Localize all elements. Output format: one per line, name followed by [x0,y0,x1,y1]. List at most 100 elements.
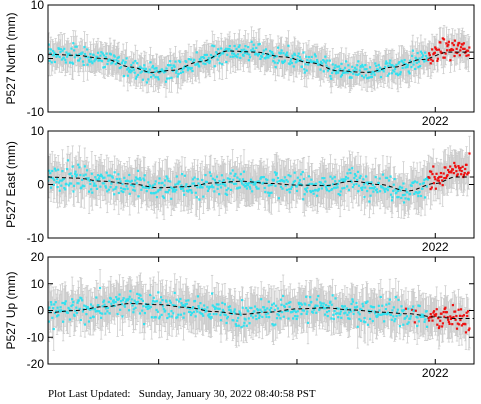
data-point [374,62,377,65]
data-point [82,63,85,66]
data-point [441,37,444,40]
data-point [396,74,400,77]
data-point [187,186,190,189]
data-point [372,71,376,74]
data-point [117,173,120,176]
data-point [343,71,346,74]
data-point [356,73,359,76]
data-point [331,187,334,191]
data-point [425,185,428,188]
data-point [96,174,100,177]
data-point [335,72,338,75]
data-point [216,58,219,61]
y-tick-label: 10 [31,0,45,12]
data-point [81,60,85,63]
data-point [137,195,140,198]
data-point [383,188,386,191]
data-point [86,178,89,181]
data-point [467,171,470,174]
data-point [153,70,157,73]
data-point [394,188,397,191]
data-point [259,177,262,180]
data-point [361,63,364,67]
data-point [462,47,465,50]
data-point [337,192,340,196]
data-point [350,180,353,184]
data-point [190,191,193,194]
data-point [284,184,287,187]
data-point [344,71,347,74]
data-point [275,172,278,175]
data-point [382,70,385,73]
y-tick-label: 0 [37,178,44,192]
data-points [48,37,471,84]
data-point [170,76,173,79]
data-point [102,176,105,180]
data-point [441,184,444,187]
data-point [170,197,173,200]
data-point [74,45,77,48]
data-point [125,185,128,188]
data-point [232,52,236,55]
data-point [116,56,119,59]
data-point [264,190,267,194]
data-point [82,174,85,177]
data-point [200,59,203,62]
data-point [404,63,408,66]
data-point [62,56,65,59]
data-point [253,49,256,53]
data-point [435,48,438,51]
data-point [176,75,179,78]
data-point [112,58,115,62]
data-point [437,48,441,51]
data-point [162,71,166,74]
data-point [352,72,355,75]
data-point [113,193,116,196]
data-point [248,185,251,188]
data-point [384,176,387,179]
data-point [210,185,213,188]
data-point [75,173,78,176]
data-point [406,65,409,69]
data-point [458,54,461,57]
data-point [199,186,203,189]
data-point [219,183,222,186]
data-point [79,57,82,60]
data-point [58,181,61,184]
data-point [402,61,405,64]
north-panel: 10 0 -10 2022 P527 North (mm) [4,0,475,128]
data-point [418,57,421,60]
data-point [344,175,348,179]
data-point [269,183,272,187]
data-point [279,179,282,183]
data-point [445,176,448,180]
data-point [352,183,355,186]
data-point [99,173,103,176]
data-point [68,182,71,185]
data-point [240,180,243,183]
data-point [233,182,236,185]
data-point [451,48,455,52]
data-point [99,54,102,57]
data-point [457,165,460,168]
data-point [454,164,457,167]
data-point [402,182,405,185]
data-point [233,174,236,178]
data-point [177,182,180,185]
data-point [364,175,368,178]
data-point [108,179,111,182]
data-point [419,65,422,68]
data-point [285,53,288,56]
data-point [251,190,254,193]
data-point [393,178,396,181]
data-point [87,59,91,62]
data-point [276,176,280,180]
data-point [113,171,116,174]
data-point [221,180,224,183]
data-point [400,186,404,189]
data-point [351,167,354,170]
data-point [445,49,449,52]
data-point [296,58,299,61]
data-point [131,66,134,70]
data-point [115,186,118,189]
